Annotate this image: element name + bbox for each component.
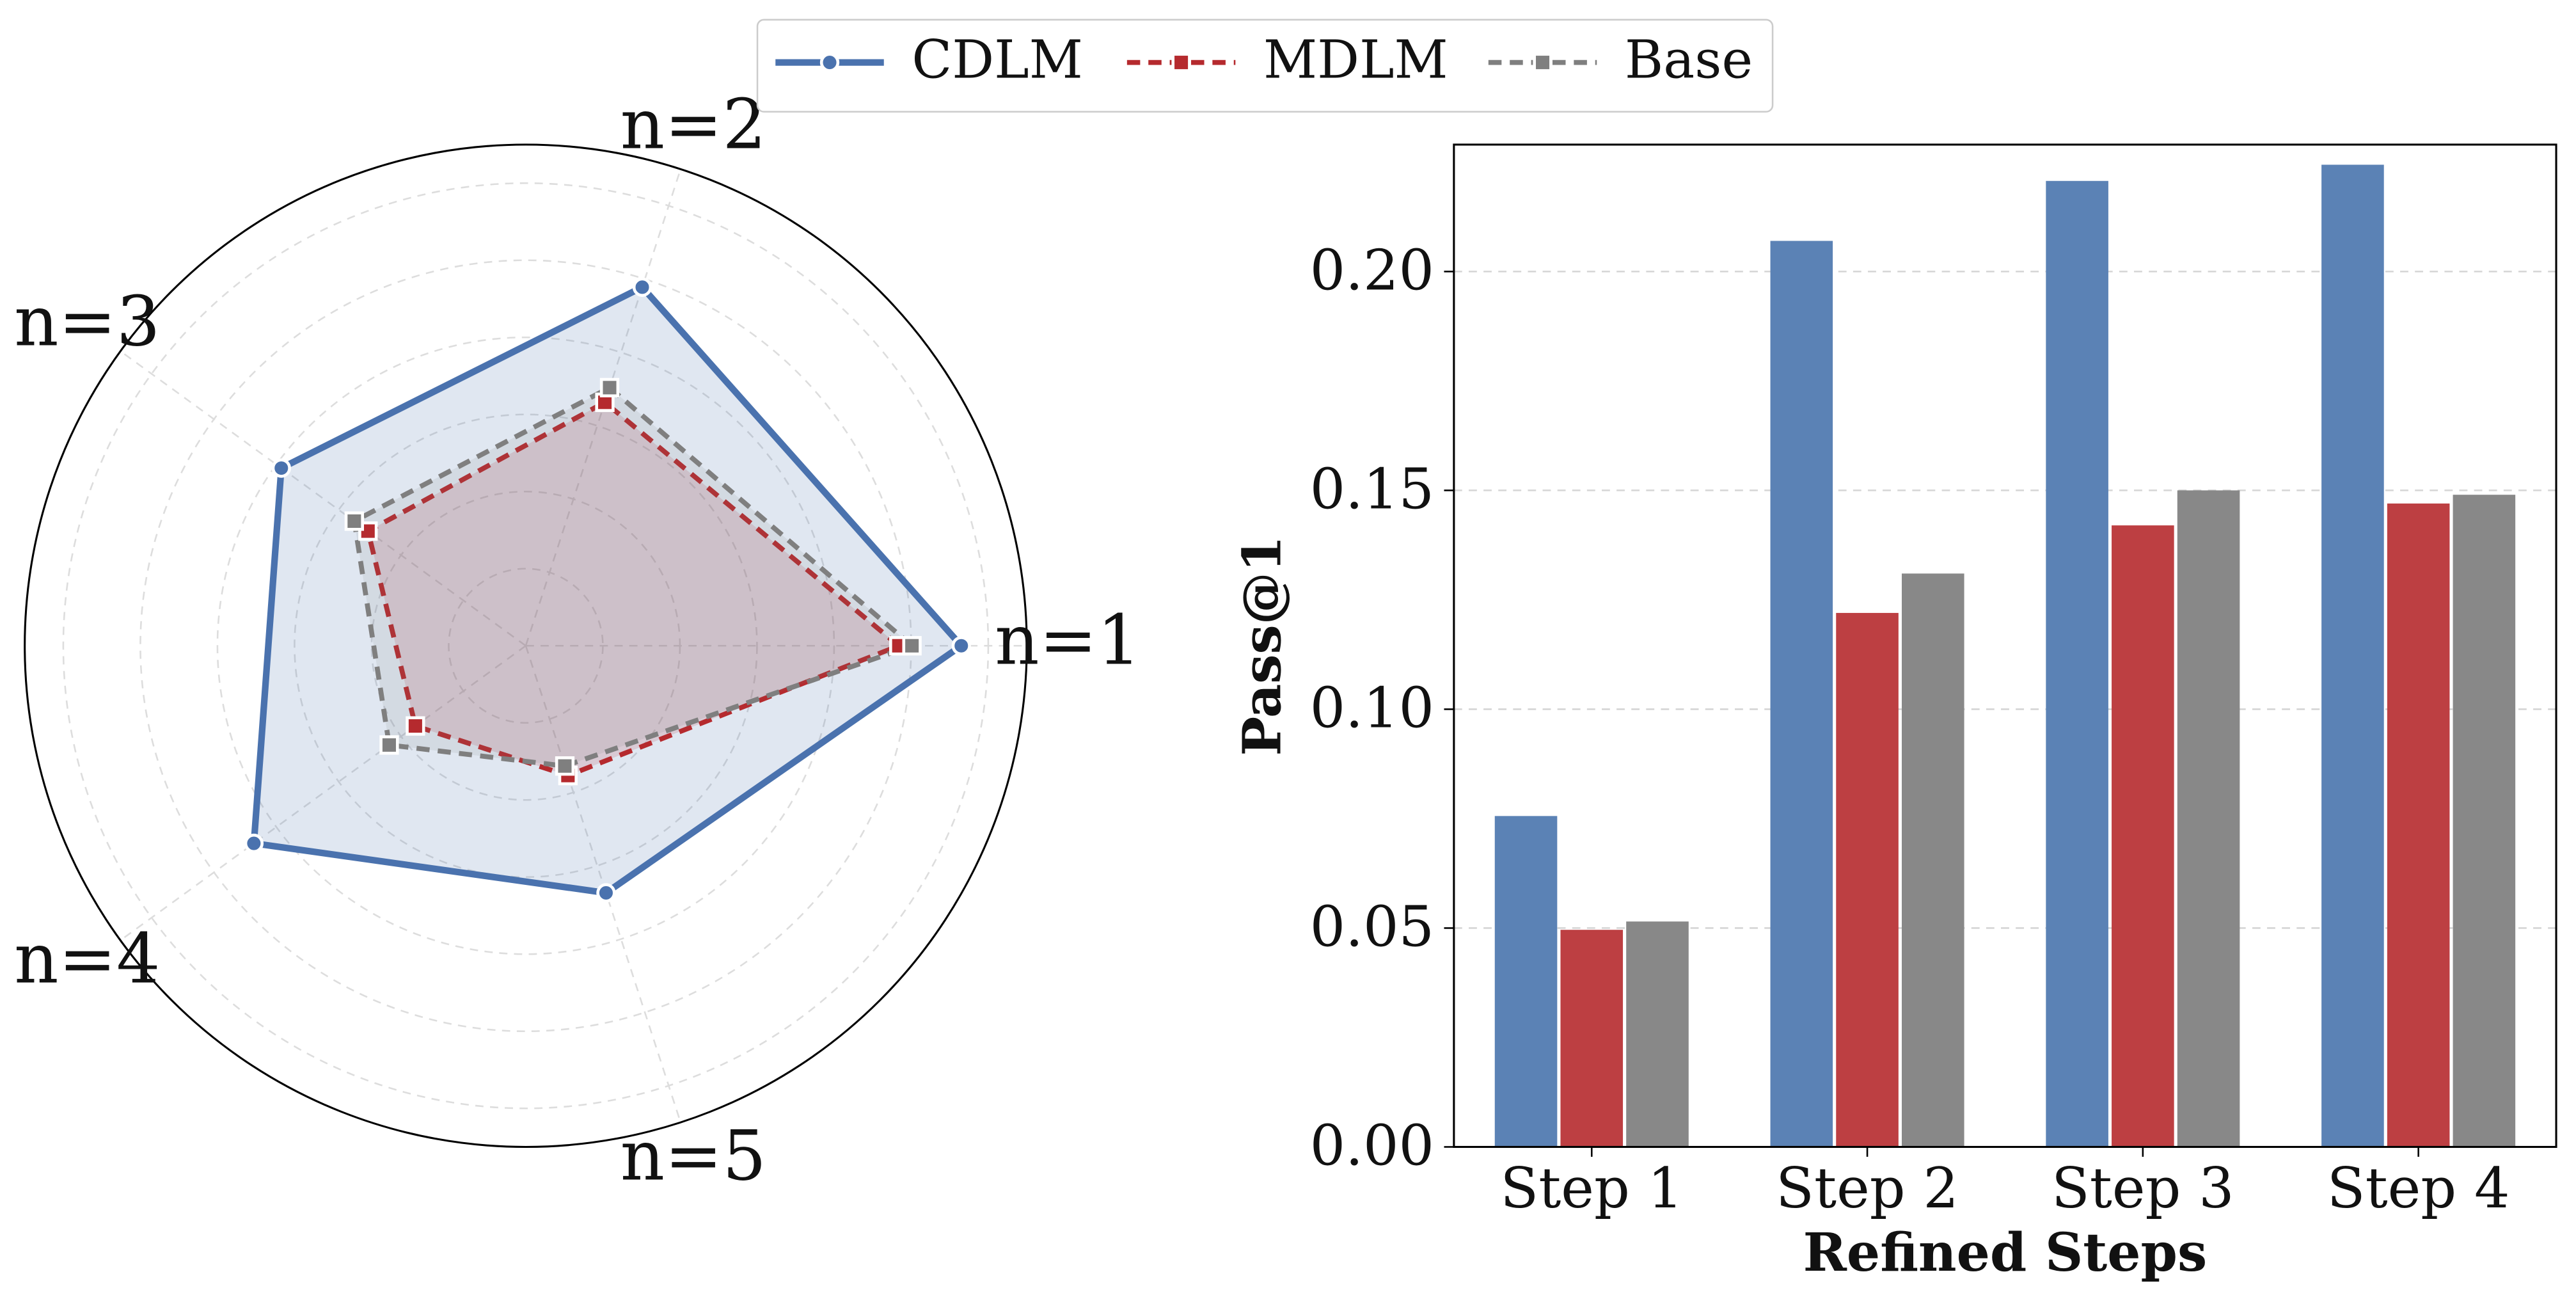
marker: [406, 716, 425, 736]
marker: [1533, 52, 1553, 72]
legend: CDLM MDLM Base: [756, 19, 1774, 113]
grid-spoke: [120, 645, 526, 941]
y-tick-label: 0.10: [1310, 675, 1434, 740]
y-tick-label: 0.15: [1310, 456, 1434, 521]
marker: [632, 277, 652, 297]
bar: [2112, 525, 2174, 1147]
axis-label: n=2: [620, 85, 766, 165]
grid-ring: [216, 336, 835, 955]
bar: [2453, 495, 2516, 1147]
axis-label: n=4: [14, 919, 160, 999]
bar: [2321, 164, 2384, 1147]
marker: [244, 833, 264, 854]
y-tick-label: 0.00: [1310, 1113, 1434, 1178]
x-tick-label: Step 1: [1500, 1156, 1683, 1221]
axis-label: n=1: [995, 601, 1141, 681]
axis-label: n=3: [14, 282, 160, 362]
x-axis-title: Refined Steps: [1803, 1222, 2208, 1284]
y-axis-title: Pass@1: [1232, 536, 1293, 756]
y-tick-label: 0.05: [1310, 894, 1434, 959]
axis-label: n=5: [620, 1117, 766, 1197]
plot-frame: [1453, 143, 2557, 1149]
bar: [1626, 921, 1689, 1147]
radar-chart: n=1 n=2 n=3 n=4 n=5: [14, 85, 1141, 1197]
grid-spoke: [120, 350, 526, 647]
legend-label: Base: [1625, 30, 1753, 91]
bar: [1901, 573, 1964, 1147]
marker: [902, 636, 922, 656]
bar: [1770, 241, 1833, 1147]
outer-ring: [24, 143, 1028, 1149]
marker: [379, 735, 399, 755]
marker: [555, 756, 575, 776]
marker: [596, 883, 616, 903]
bar: [2387, 503, 2450, 1147]
bar-chart: 0.00 0.05 0.10 0.15 0.20 Step 1 Step 2 Step 3 St…: [1232, 143, 2557, 1284]
marker: [271, 458, 291, 478]
marker: [951, 636, 971, 656]
y-tick-label: 0.20: [1310, 237, 1434, 303]
series-area: [250, 283, 965, 896]
bar: [2046, 180, 2108, 1147]
marker: [599, 378, 620, 397]
legend-box: [756, 19, 1774, 113]
legend-label: CDLM: [912, 30, 1082, 91]
marker: [819, 52, 840, 72]
bar: [1560, 930, 1624, 1147]
x-tick-label: Step 3: [2051, 1156, 2234, 1221]
grid-spoke: [525, 645, 682, 1123]
legend-label: MDLM: [1263, 30, 1448, 91]
grid-spoke: [525, 168, 682, 646]
series-area: [365, 399, 902, 778]
x-tick-label: Step 2: [1776, 1156, 1959, 1221]
x-tick-label: Step 4: [2327, 1156, 2510, 1221]
bar: [1836, 612, 1899, 1147]
bar: [1494, 816, 1558, 1147]
marker: [344, 511, 364, 531]
grid-ring: [294, 413, 758, 879]
series-area: [351, 385, 915, 769]
marker: [1171, 52, 1191, 72]
bar: [2177, 490, 2240, 1147]
